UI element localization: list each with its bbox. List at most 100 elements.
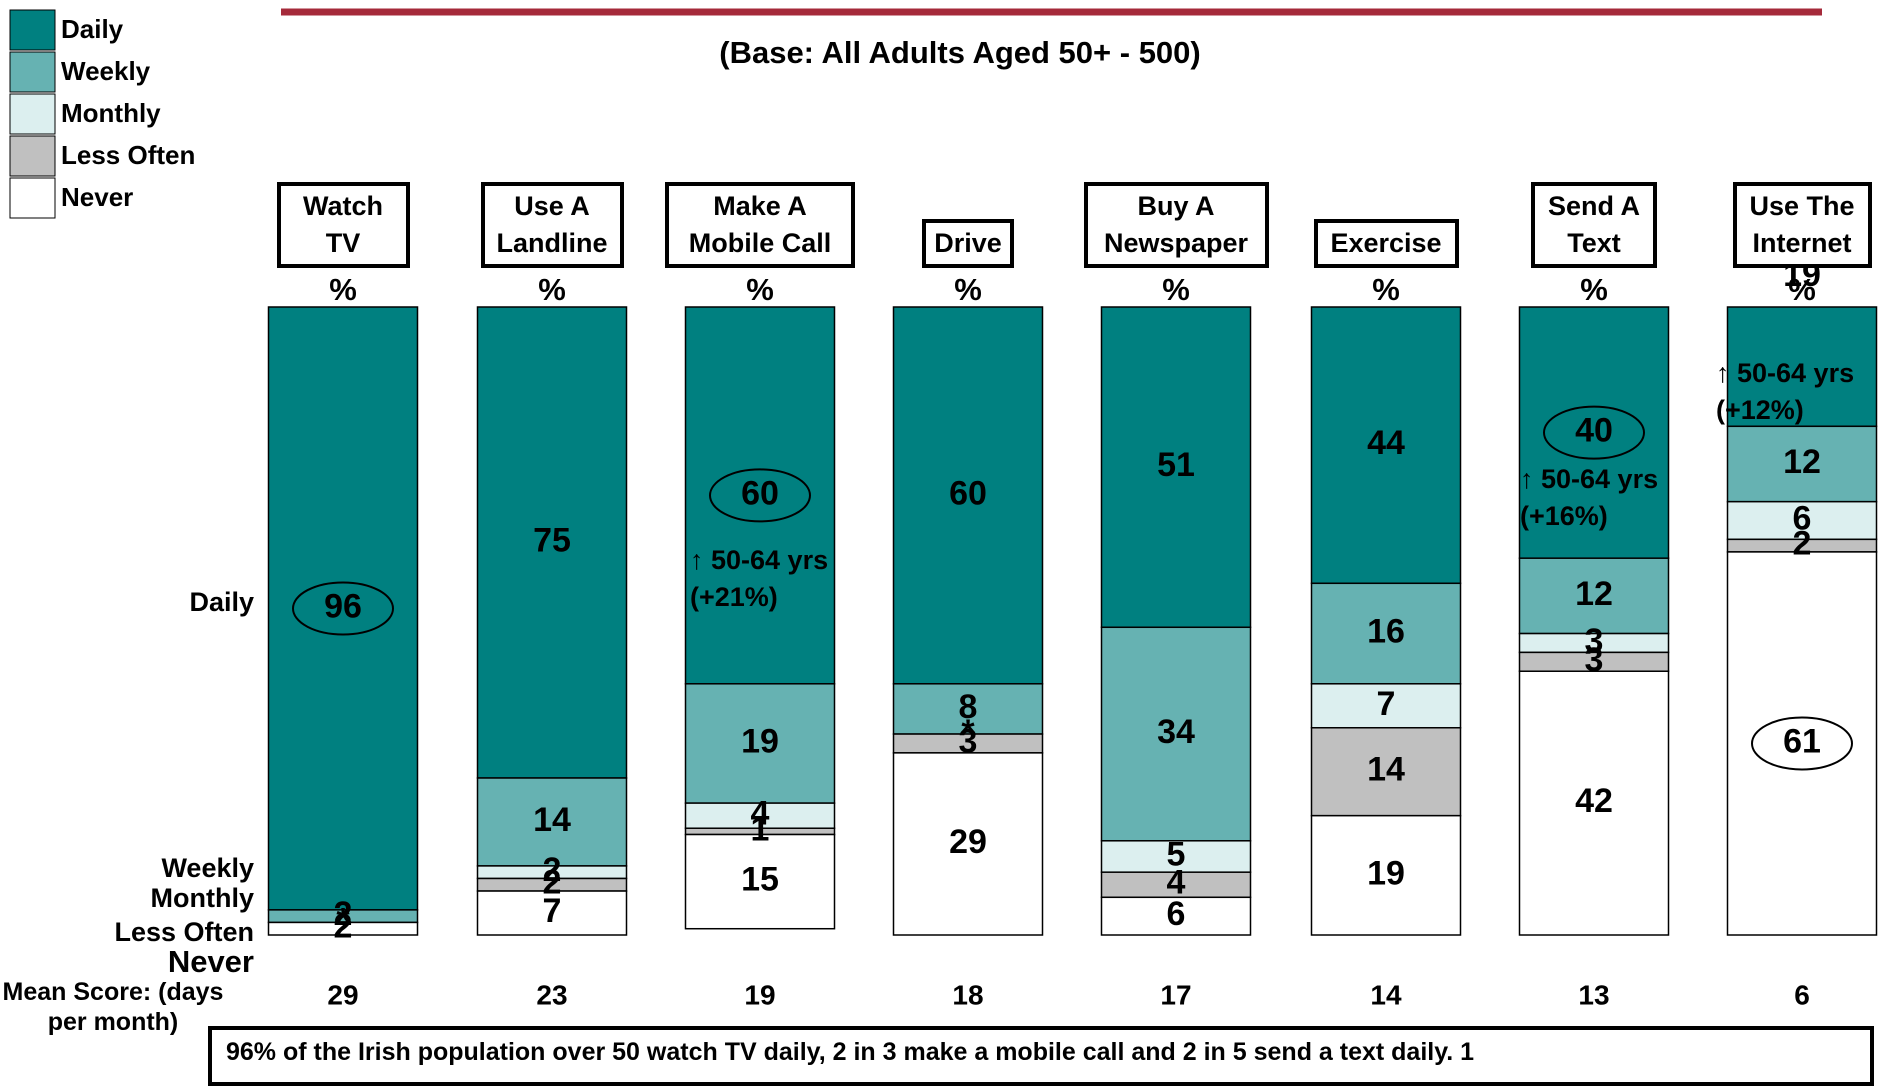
value-label: 2: [543, 864, 562, 902]
legend-label: Weekly: [61, 56, 151, 86]
value-label: 96: [324, 587, 362, 625]
value-label: 3: [1585, 641, 1604, 679]
bar-segment: [1100, 626, 1252, 842]
value-label: 6: [1167, 895, 1186, 933]
unit-label: %: [746, 272, 774, 307]
unit-label: %: [1162, 272, 1190, 307]
value-label: 44: [1367, 424, 1405, 462]
row-label: Less Often: [114, 917, 254, 947]
bar-segment: [684, 833, 836, 930]
value-label: 16: [1367, 613, 1405, 651]
unit-label: %: [538, 272, 566, 307]
bar-segment: [1726, 306, 1878, 428]
bar-segment: [1518, 557, 1670, 635]
bar-segment: [684, 802, 836, 829]
highlight-ring: [709, 468, 811, 523]
mean-score: 29: [327, 979, 358, 1010]
value-label: 75: [533, 521, 571, 559]
value-label: 6: [1793, 500, 1812, 538]
bar-segment: [1100, 896, 1252, 936]
legend-swatch: [9, 51, 56, 93]
bar-segment: [267, 921, 419, 936]
row-label: Weekly: [161, 853, 254, 883]
mean-score: 13: [1578, 979, 1609, 1010]
row-label: Monthly: [151, 883, 254, 913]
value-label: 8: [959, 688, 978, 726]
legend-swatch: [9, 9, 56, 51]
annotation: ↑ 50-64 yrs (+12%): [1716, 358, 1855, 425]
bar-segment: [892, 683, 1044, 735]
value-label: 4: [1167, 864, 1186, 902]
value-label: 4: [751, 795, 770, 833]
footnote: 96% of the Irish population over 50 watc…: [208, 1026, 1874, 1086]
value-label: 29: [949, 823, 987, 861]
value-label: 19: [741, 722, 779, 760]
value-label: 15: [741, 861, 779, 899]
legend-swatch: [9, 135, 56, 177]
value-label: 34: [1157, 713, 1195, 751]
bar-segment: [1310, 582, 1462, 685]
bar-segment: [476, 777, 628, 867]
value-label: 14: [533, 801, 571, 839]
unit-label: %: [1788, 272, 1816, 307]
legend-swatch: [9, 177, 56, 219]
value-label: *: [336, 901, 350, 939]
value-label: 60: [949, 474, 987, 512]
bar-segment: [1100, 306, 1252, 629]
unit-label: %: [1580, 272, 1608, 307]
value-label: 7: [543, 892, 562, 930]
bar-segment: [1310, 814, 1462, 936]
mean-score-label: Mean Score: (days per month): [2, 978, 224, 1036]
category-box: Send A Text: [1531, 182, 1657, 268]
legend-swatch: [9, 93, 56, 135]
category-box: Buy A Newspaper: [1083, 182, 1269, 268]
value-label: 2: [1793, 525, 1812, 563]
mean-score: 6: [1794, 979, 1810, 1010]
value-label: 51: [1157, 446, 1195, 484]
value-label: 12: [1575, 575, 1613, 613]
bar-segment: [892, 752, 1044, 936]
bar-segment: [1310, 306, 1462, 585]
subtitle: (Base: All Adults Aged 50+ - 500): [719, 35, 1200, 70]
value-label: 1: [751, 810, 770, 848]
value-label: 42: [1575, 782, 1613, 820]
value-label: 12: [1783, 443, 1821, 481]
value-label: 14: [1367, 751, 1405, 789]
value-label: 40: [1575, 412, 1613, 450]
legend-label: Daily: [61, 14, 124, 44]
bar-segment: [892, 306, 1044, 685]
category-box: Drive: [922, 219, 1014, 268]
legend-label: Never: [61, 182, 133, 212]
value-label: 5: [1167, 835, 1186, 873]
highlight-ring: [292, 581, 394, 636]
category-box: Watch TV: [276, 182, 410, 268]
highlight-ring: [1751, 716, 1853, 771]
row-label: Never: [168, 944, 254, 979]
legend-label: Monthly: [61, 98, 161, 128]
row-label: Daily: [189, 587, 254, 617]
bar-segment: [684, 683, 836, 804]
bar-segment: [1310, 683, 1462, 729]
mean-score: 17: [1160, 979, 1191, 1010]
unit-label: %: [954, 272, 982, 307]
category-box: Use A Landline: [480, 182, 624, 268]
mean-score: 14: [1370, 979, 1402, 1010]
bar-segment: [476, 306, 628, 779]
annotation: ↑ 50-64 yrs (+16%): [1520, 464, 1659, 531]
category-box: Exercise: [1313, 219, 1459, 268]
legend-label: Less Often: [61, 140, 195, 170]
bar-segment: [1100, 871, 1252, 899]
value-label: 2: [543, 851, 562, 889]
unit-label: %: [329, 272, 357, 307]
value-label: 3: [959, 722, 978, 760]
unit-label: %: [1372, 272, 1400, 307]
bar-segment: [1518, 670, 1670, 936]
mean-score: 18: [952, 979, 983, 1010]
highlight-ring: [1543, 405, 1645, 460]
bar-segment: [1726, 425, 1878, 503]
value-label: 60: [741, 474, 779, 512]
value-label: *: [961, 713, 975, 751]
mean-score: 23: [536, 979, 567, 1010]
